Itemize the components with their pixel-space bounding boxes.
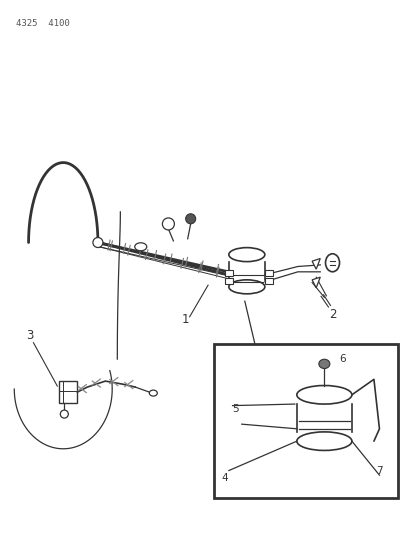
Ellipse shape <box>229 248 265 262</box>
Circle shape <box>162 218 174 230</box>
Ellipse shape <box>297 385 352 404</box>
Bar <box>225 278 233 284</box>
Bar <box>265 270 273 276</box>
Ellipse shape <box>326 254 339 272</box>
Polygon shape <box>312 277 320 288</box>
Bar <box>59 381 78 403</box>
Ellipse shape <box>229 280 265 294</box>
Text: 6: 6 <box>339 354 346 364</box>
Bar <box>225 270 233 276</box>
Ellipse shape <box>149 390 157 396</box>
Text: 1: 1 <box>182 313 189 326</box>
Bar <box>265 278 273 284</box>
Ellipse shape <box>135 243 147 251</box>
Circle shape <box>93 238 103 247</box>
Text: 5: 5 <box>233 403 239 414</box>
Bar <box>214 344 398 498</box>
Text: 2: 2 <box>329 308 336 321</box>
Text: 4325  4100: 4325 4100 <box>16 19 70 28</box>
Ellipse shape <box>297 432 352 450</box>
Ellipse shape <box>319 359 330 368</box>
Text: 3: 3 <box>26 329 33 342</box>
Circle shape <box>60 410 68 418</box>
Polygon shape <box>312 259 320 269</box>
Text: 4: 4 <box>222 473 228 483</box>
Circle shape <box>186 214 196 224</box>
Text: 7: 7 <box>376 465 382 475</box>
